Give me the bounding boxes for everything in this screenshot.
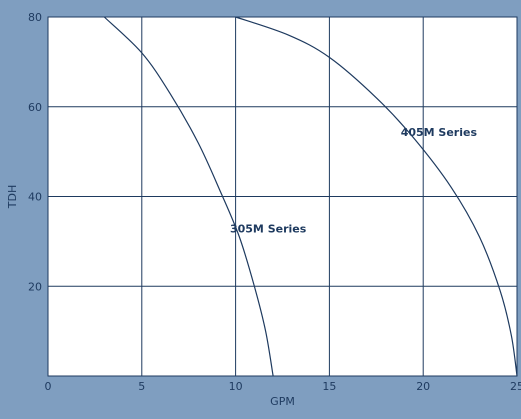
- series-label-405m-series: 405M Series: [401, 126, 478, 139]
- x-tick-label: 5: [138, 380, 145, 393]
- series-group: [103, 16, 518, 377]
- y-tick-label: 60: [28, 101, 42, 114]
- tick-labels: 0 5 10 15 20 25 20 40 60 80: [28, 11, 521, 393]
- x-tick-label: 15: [322, 380, 336, 393]
- x-axis-label: GPM: [270, 395, 295, 408]
- series-labels: 305M Series 405M Series: [230, 126, 477, 235]
- x-tick-label: 0: [45, 380, 52, 393]
- y-tick-label: 80: [28, 11, 42, 24]
- x-tick-label: 25: [510, 380, 521, 393]
- x-tick-label: 10: [229, 380, 243, 393]
- x-tick-label: 20: [416, 380, 430, 393]
- series-line-305m-series: [103, 16, 274, 377]
- series-line-405m-series: [235, 16, 518, 377]
- y-tick-label: 20: [28, 280, 42, 293]
- series-label-305m-series: 305M Series: [230, 222, 307, 235]
- plot-border: [47, 16, 518, 377]
- y-axis-label: TDH: [6, 185, 19, 209]
- y-tick-label: 40: [28, 191, 42, 204]
